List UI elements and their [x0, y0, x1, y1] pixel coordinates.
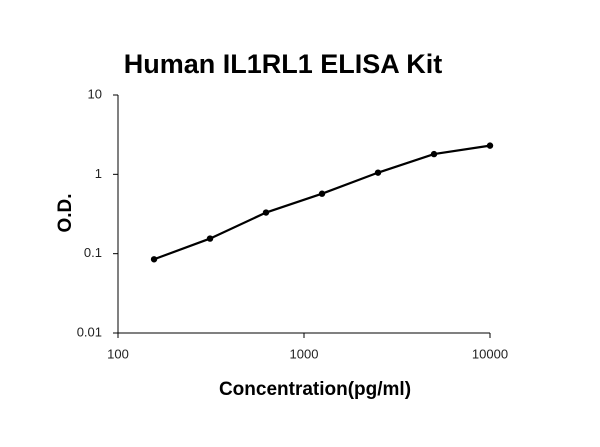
x-axis-label: Concentration(pg/ml) — [219, 379, 411, 400]
y-tick-label: 1 — [95, 166, 102, 181]
x-tick-label: 1000 — [290, 346, 319, 361]
y-tick-label: 10 — [88, 86, 102, 101]
y-axis-label: O.D. — [55, 193, 76, 232]
data-point — [206, 235, 214, 242]
data-line — [153, 144, 491, 261]
x-tick-label: 10000 — [472, 346, 508, 361]
y-tick-label: 0.1 — [84, 245, 102, 260]
x-tick-label: 100 — [107, 346, 129, 361]
data-point — [150, 256, 158, 263]
data-point — [262, 209, 270, 216]
y-tick-label: 0.01 — [77, 324, 102, 339]
chart-title: Human IL1RL1 ELISA Kit — [124, 49, 443, 79]
data-point — [374, 169, 382, 176]
data-point — [486, 142, 494, 149]
data-point — [430, 150, 438, 158]
data-point — [318, 190, 326, 197]
